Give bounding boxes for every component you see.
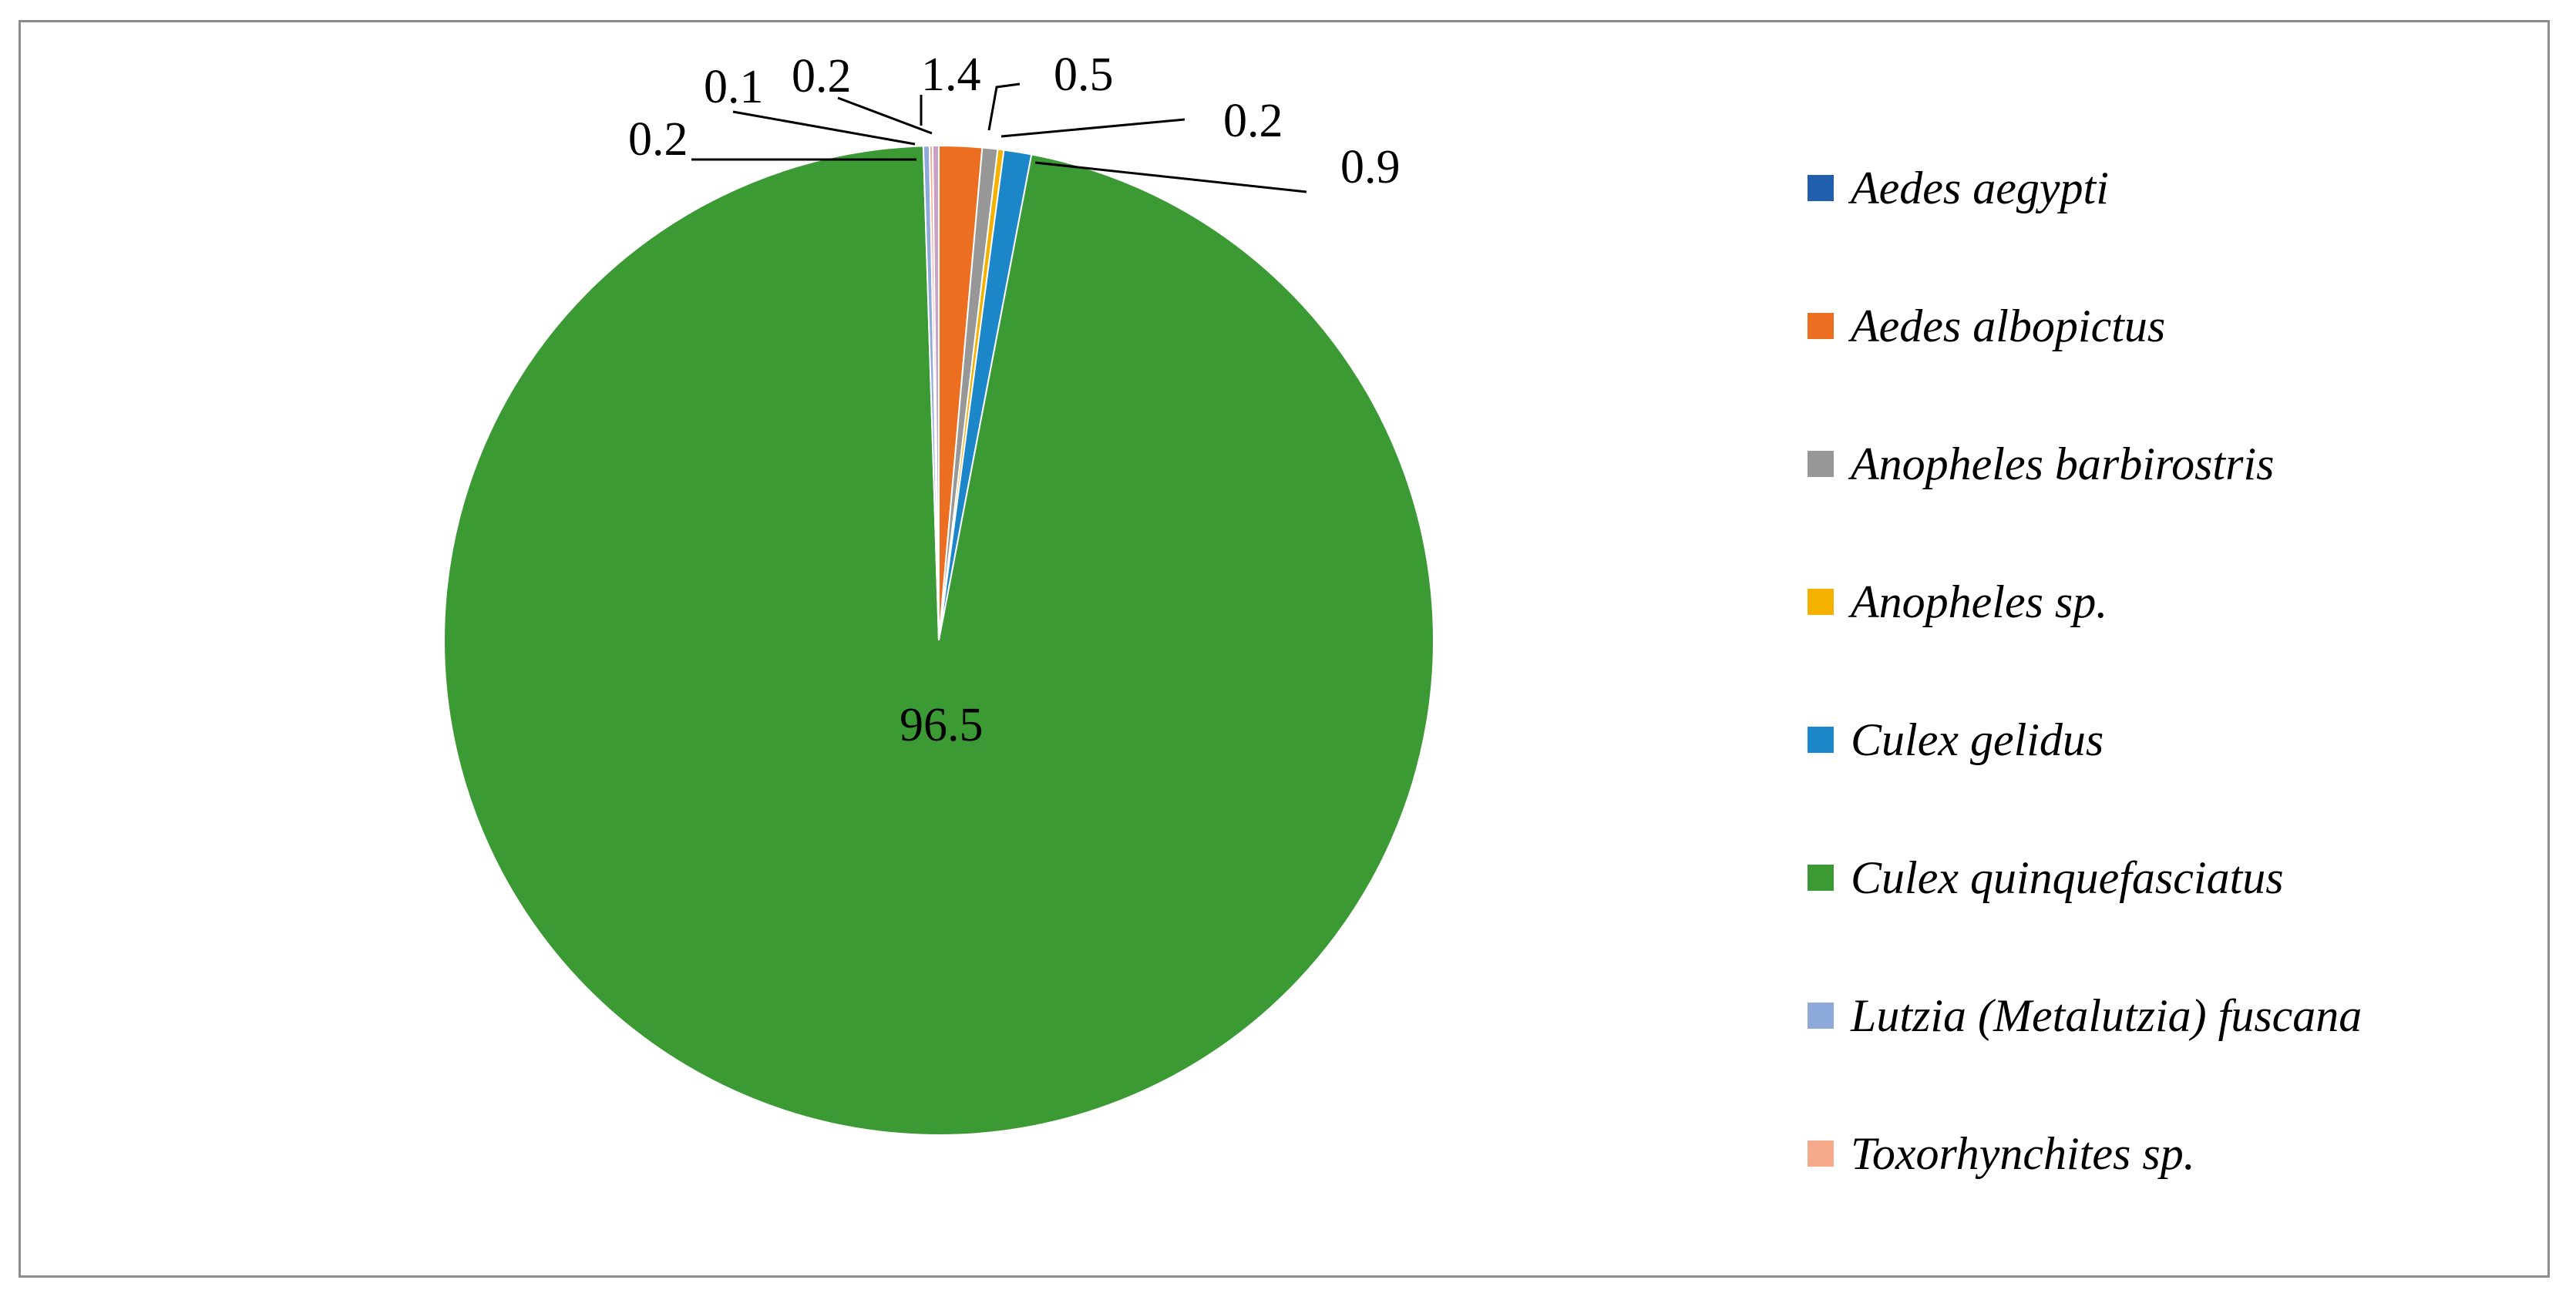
data-label-anopheles-barbirostris: 0.5 (1054, 49, 1114, 101)
legend-label: Lutzia (Metalutzia) fuscana (1851, 989, 2362, 1041)
legend-item-aedes-aegypti: Aedes aegypti (1808, 153, 2109, 223)
legend-item-lutzia-metalutzia-fuscana: Lutzia (Metalutzia) fuscana (1808, 981, 2362, 1050)
data-label-aedes-albopictus: 1.4 (921, 49, 981, 101)
legend-label: Culex quinquefasciatus (1851, 852, 2284, 903)
legend-swatch (1808, 589, 1834, 615)
legend-label: Aedes aegypti (1851, 162, 2109, 213)
legend-label: Anopheles barbirostris (1851, 438, 2275, 489)
pie-slices (442, 144, 1434, 1136)
data-label-anopheles-sp: 0.2 (1223, 95, 1283, 147)
legend-label: Aedes albopictus (1851, 300, 2166, 351)
legend-item-aedes-albopictus: Aedes albopictus (1808, 291, 2165, 361)
legend-swatch (1808, 1003, 1834, 1029)
legend-swatch (1808, 727, 1834, 753)
chart-frame: 1.4 0.5 0.2 0.9 96.5 0.2 0.1 0.2 Aedes aegypti A… (18, 20, 2550, 1278)
legend-label: Culex gelidus (1851, 714, 2104, 765)
legend-label: Toxorhynchites sp. (1851, 1127, 2195, 1179)
legend-item-culex-gelidus: Culex gelidus (1808, 705, 2104, 774)
data-label-culex-gelidus: 0.9 (1340, 141, 1401, 193)
legend-item-culex-quinquefasciatus: Culex quinquefasciatus (1808, 843, 2284, 912)
leader-lines (691, 82, 1307, 193)
legend-swatch (1808, 451, 1834, 477)
leader-line-anopheles-barbirostris (987, 82, 1021, 131)
leader-line-toxorhynchites-sp (732, 110, 916, 146)
data-label-lutzia-metalutzia-fuscana: 0.2 (792, 50, 852, 102)
data-label-toxorhynchites-sp: 0.1 (704, 61, 764, 113)
data-labels: 1.4 0.5 0.2 0.9 96.5 0.2 0.1 0.2 (628, 49, 1401, 751)
leader-line-culex-gelidus (1034, 161, 1307, 193)
data-label-other-8: 0.2 (628, 113, 688, 166)
legend-swatch (1808, 865, 1834, 891)
legend-item-anopheles-barbirostris: Anopheles barbirostris (1808, 429, 2274, 499)
legend-swatch (1808, 313, 1834, 339)
data-label-culex-quinquefasciatus: 96.5 (900, 699, 984, 751)
pie-chart: 1.4 0.5 0.2 0.9 96.5 0.2 0.1 0.2 (442, 49, 1434, 1136)
legend-item-toxorhynchites-sp: Toxorhynchites sp. (1808, 1119, 2195, 1188)
leader-line-lutzia-metalutzia-fuscana (837, 96, 933, 135)
legend-label: Anopheles sp. (1851, 576, 2108, 627)
legend-swatch (1808, 175, 1834, 201)
slice-culex-quinquefasciatus (442, 145, 1434, 1136)
legend-swatch (1808, 1140, 1834, 1167)
leader-line-anopheles-sp (1000, 118, 1185, 138)
slice-other-8 (931, 144, 940, 641)
legend-item-anopheles-sp: Anopheles sp. (1808, 567, 2107, 637)
